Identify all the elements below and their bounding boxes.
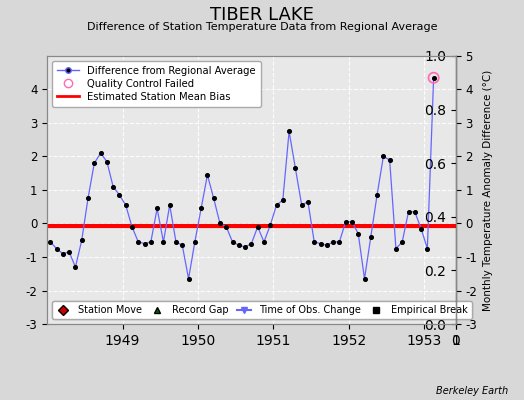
Point: [96, 150, 105, 156]
Point: [228, 239, 237, 245]
Point: [172, 239, 180, 245]
Point: [153, 205, 161, 212]
Point: [405, 208, 413, 215]
Point: [254, 224, 262, 230]
Text: Berkeley Earth: Berkeley Earth: [436, 386, 508, 396]
Point: [430, 74, 438, 81]
Point: [430, 74, 438, 81]
Point: [323, 242, 331, 248]
Point: [216, 220, 224, 227]
Point: [103, 158, 111, 165]
Point: [109, 184, 117, 190]
Point: [241, 244, 249, 250]
Point: [361, 276, 369, 282]
Text: TIBER LAKE: TIBER LAKE: [210, 6, 314, 24]
Point: [367, 234, 375, 240]
Point: [191, 239, 199, 245]
Point: [247, 240, 256, 247]
Point: [291, 165, 300, 172]
Point: [335, 239, 344, 245]
Point: [134, 239, 143, 245]
Point: [342, 219, 350, 225]
Point: [298, 202, 306, 208]
Legend: Station Move, Record Gap, Time of Obs. Change, Empirical Break: Station Move, Record Gap, Time of Obs. C…: [52, 301, 472, 319]
Point: [46, 239, 54, 245]
Point: [71, 264, 80, 270]
Point: [90, 160, 99, 166]
Point: [166, 202, 174, 208]
Point: [197, 205, 205, 212]
Point: [52, 246, 61, 252]
Point: [78, 237, 86, 244]
Point: [84, 195, 92, 202]
Point: [392, 246, 400, 252]
Point: [222, 224, 231, 230]
Point: [272, 202, 281, 208]
Point: [423, 246, 432, 252]
Point: [184, 276, 193, 282]
Point: [329, 239, 337, 245]
Point: [316, 240, 325, 247]
Point: [310, 239, 319, 245]
Point: [417, 225, 425, 232]
Point: [260, 239, 268, 245]
Point: [159, 239, 168, 245]
Text: Difference of Station Temperature Data from Regional Average: Difference of Station Temperature Data f…: [87, 22, 437, 32]
Point: [411, 208, 419, 215]
Y-axis label: Monthly Temperature Anomaly Difference (°C): Monthly Temperature Anomaly Difference (…: [483, 69, 493, 311]
Point: [147, 239, 155, 245]
Point: [379, 153, 388, 160]
Point: [122, 202, 130, 208]
Point: [140, 240, 149, 247]
Point: [304, 198, 312, 205]
Point: [348, 219, 356, 225]
Point: [285, 128, 293, 134]
Point: [398, 239, 407, 245]
Point: [65, 249, 73, 255]
Point: [210, 195, 218, 202]
Point: [373, 192, 381, 198]
Point: [235, 242, 243, 248]
Point: [354, 230, 363, 237]
Point: [115, 192, 124, 198]
Point: [203, 172, 212, 178]
Point: [266, 222, 275, 228]
Point: [178, 242, 187, 248]
Point: [386, 157, 394, 163]
Point: [279, 197, 287, 203]
Point: [128, 224, 136, 230]
Point: [59, 250, 67, 257]
